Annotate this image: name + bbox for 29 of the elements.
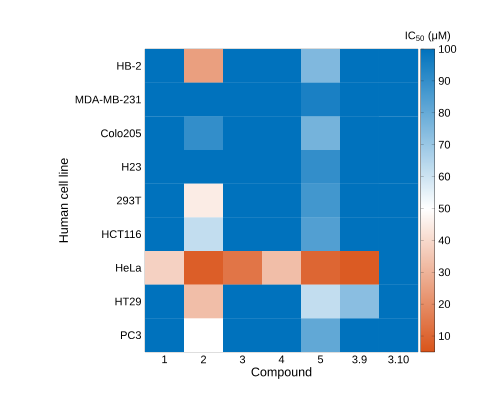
color-bar-label: 70 — [438, 140, 450, 149]
color-bar-label: 50 — [438, 204, 450, 212]
y-tick-label: MDA-MB-231 — [76, 96, 141, 104]
x-tick-label: 5 — [318, 356, 324, 364]
x-tick-label: 4 — [278, 356, 284, 364]
x-axis-title: Compound — [252, 367, 312, 379]
color-bar-label: 10 — [439, 332, 450, 340]
color-bar-label: 40 — [438, 236, 450, 244]
color-bar-label: 80 — [438, 108, 450, 117]
color-bar-label: 20 — [438, 300, 450, 308]
color-bar-label: 30 — [438, 268, 450, 276]
y-tick-label: Colo205 — [101, 129, 141, 138]
color-bar-title: IC$_{50}$ (μM) — [406, 31, 450, 42]
y-tick-label: HB-2 — [117, 62, 141, 70]
y-tick-label: H23 — [122, 162, 141, 171]
color-bar-label: 60 — [438, 172, 450, 180]
y-tick-label: HeLa — [116, 264, 142, 272]
color-bar-label: 100 — [439, 45, 456, 53]
y-tick-label: HT29 — [115, 298, 141, 306]
x-tick-label: 2 — [200, 356, 206, 364]
x-tick-label: 3.9 — [352, 356, 367, 364]
y-tick-label: HCT116 — [102, 230, 141, 238]
x-tick-label: 1 — [162, 356, 168, 364]
color-bar-label: 90 — [438, 77, 450, 85]
y-tick-label: PC3 — [120, 331, 141, 340]
y-tick-label: 293T — [116, 196, 142, 204]
x-tick-label: 3 — [240, 356, 246, 364]
y-axis-title: Human cell line — [58, 158, 68, 242]
x-tick-label: 3.10 — [388, 356, 409, 364]
